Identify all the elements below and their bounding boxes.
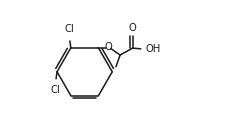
Text: OH: OH: [144, 44, 160, 54]
Text: Cl: Cl: [51, 85, 60, 95]
Text: O: O: [104, 42, 112, 52]
Text: Cl: Cl: [64, 24, 74, 34]
Text: O: O: [128, 23, 136, 33]
